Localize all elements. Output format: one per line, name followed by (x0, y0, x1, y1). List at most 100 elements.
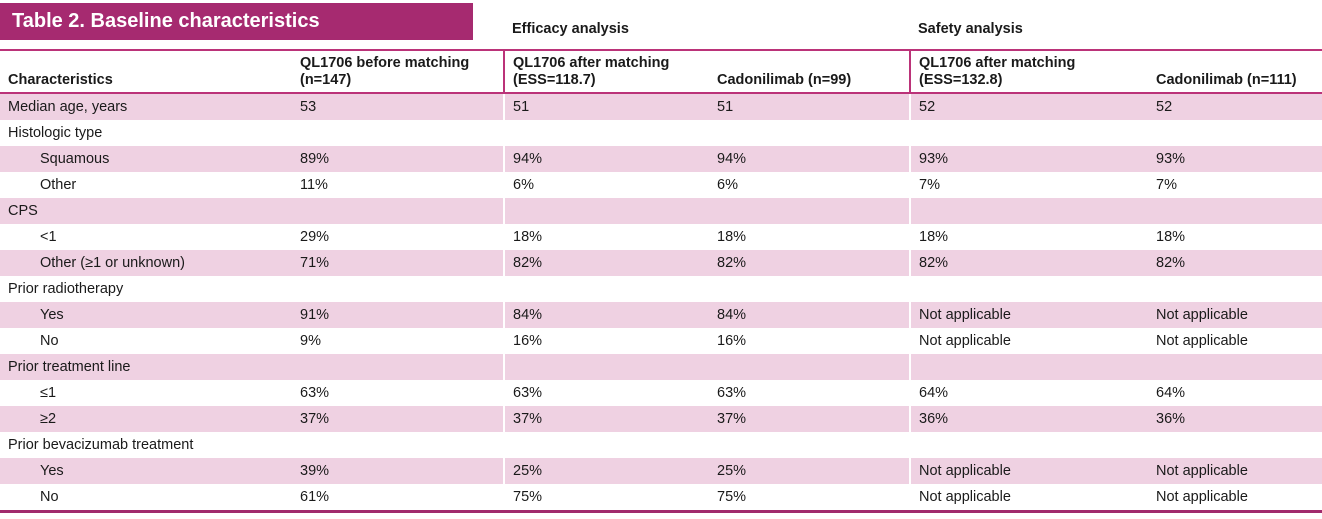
table-cell (503, 432, 709, 458)
table-cell (709, 198, 910, 224)
table-cell (909, 432, 1149, 458)
table-cell: Not applicable (909, 328, 1149, 354)
table-row: Prior bevacizumab treatment (0, 432, 1322, 458)
table-cell (503, 354, 709, 380)
table-cell: 82% (1156, 255, 1186, 271)
table-row: CPS (0, 198, 1322, 224)
table-row: Other 11% 6% 6% 7% 7% (0, 172, 1322, 198)
table-cell: 71% (300, 255, 330, 271)
table-cell: 7% (1156, 177, 1177, 193)
table-row: Prior radiotherapy (0, 276, 1322, 302)
table-cell: 25% (717, 463, 747, 479)
table-cell: 52 (909, 93, 1149, 120)
row-label: Prior radiotherapy (8, 281, 124, 297)
table-cell: 89% (300, 151, 330, 167)
table-cell: Not applicable (1156, 463, 1248, 479)
table-cell: 53 (300, 99, 317, 115)
column-header-cadonilimab-safety: Cadonilimab (n=111) (1156, 71, 1297, 88)
row-label: Histologic type (8, 125, 103, 141)
table-cell (503, 198, 709, 224)
table-row: Squamous 89% 94% 94% 93% 93% (0, 146, 1322, 172)
table-cell: 64% (1156, 385, 1186, 401)
table-row: ≤1 63% 63% 63% 64% 64% (0, 380, 1322, 406)
column-header-ql1706-after-matching-efficacy: QL1706 after matching (ESS=118.7) (503, 50, 709, 93)
table-cell: Not applicable (909, 484, 1149, 512)
table-cell: 18% (909, 224, 1149, 250)
table-cell (503, 276, 709, 302)
column-header-ql1706-before-matching: QL1706 before matching (n=147) (300, 55, 470, 88)
row-label: Prior bevacizumab treatment (8, 437, 194, 453)
table-row: ≥2 37% 37% 37% 36% 36% (0, 406, 1322, 432)
table-row: Median age, years 53 51 51 52 52 (0, 93, 1322, 120)
table-cell: 9% (300, 333, 321, 349)
table-cell (709, 276, 910, 302)
table-cell (709, 432, 910, 458)
table-row: No 9% 16% 16% Not applicable Not applicable (0, 328, 1322, 354)
table-cell: 75% (717, 489, 747, 505)
group-header-row: Table 2. Baseline characteristics Effica… (0, 0, 1322, 50)
table-cell (292, 120, 504, 146)
table-cell: 82% (909, 250, 1149, 276)
table-cell (909, 120, 1149, 146)
table-cell (1148, 432, 1322, 458)
table-cell: 37% (503, 406, 709, 432)
table-cell (1148, 120, 1322, 146)
row-label: Prior treatment line (8, 359, 131, 375)
table-cell: Not applicable (1156, 307, 1248, 323)
table-cell: 29% (300, 229, 330, 245)
row-label: Other (40, 177, 77, 193)
table-cell: 61% (300, 489, 330, 505)
table-cell: 51 (503, 93, 709, 120)
table-cell: 63% (503, 380, 709, 406)
table-cell (909, 198, 1149, 224)
table-body: Median age, years 53 51 51 52 52 Histologic ty… (0, 93, 1322, 512)
table-cell: Not applicable (1156, 333, 1248, 349)
row-label: No (40, 333, 59, 349)
table-cell (709, 120, 910, 146)
table-cell: 18% (717, 229, 747, 245)
table-cell: 64% (909, 380, 1149, 406)
table-cell: 51 (717, 99, 734, 115)
table-cell (292, 198, 504, 224)
row-label: No (40, 489, 59, 505)
column-header-row: Characteristics QL1706 before matching (… (0, 50, 1322, 93)
table-cell: 36% (909, 406, 1149, 432)
group-header-safety: Safety analysis (918, 21, 1023, 37)
table-cell (292, 354, 504, 380)
table-cell: 84% (503, 302, 709, 328)
table-cell: 6% (717, 177, 738, 193)
table-cell: 84% (717, 307, 747, 323)
group-header-efficacy: Efficacy analysis (512, 21, 629, 37)
row-label: Yes (40, 307, 64, 323)
table-cell: 16% (717, 333, 747, 349)
row-label: Squamous (40, 151, 110, 167)
table-cell: 37% (300, 411, 330, 427)
table-row: <1 29% 18% 18% 18% 18% (0, 224, 1322, 250)
table-cell (1148, 276, 1322, 302)
table-row: Yes 91% 84% 84% Not applicable Not applicable (0, 302, 1322, 328)
row-label: CPS (8, 203, 38, 219)
table-cell (909, 276, 1149, 302)
table-cell: Not applicable (1156, 489, 1248, 505)
table-cell: 18% (503, 224, 709, 250)
row-label: ≥2 (40, 411, 57, 427)
table-row: Histologic type (0, 120, 1322, 146)
table-cell: 94% (503, 146, 709, 172)
row-label: Other (≥1 or unknown) (40, 255, 185, 271)
row-label: Median age, years (8, 99, 128, 115)
table-cell: 75% (503, 484, 709, 512)
table-cell: 82% (717, 255, 747, 271)
table-cell (909, 354, 1149, 380)
table-cell: Not applicable (909, 302, 1149, 328)
table-row: No 61% 75% 75% Not applicable Not applicable (0, 484, 1322, 512)
table-cell: 6% (503, 172, 709, 198)
table-cell: 82% (503, 250, 709, 276)
table-cell: 18% (1156, 229, 1186, 245)
table-row: Yes 39% 25% 25% Not applicable Not applicable (0, 458, 1322, 484)
table-cell: 39% (300, 463, 330, 479)
row-label: ≤1 (40, 385, 57, 401)
table-cell: 63% (300, 385, 330, 401)
row-label: Yes (40, 463, 64, 479)
